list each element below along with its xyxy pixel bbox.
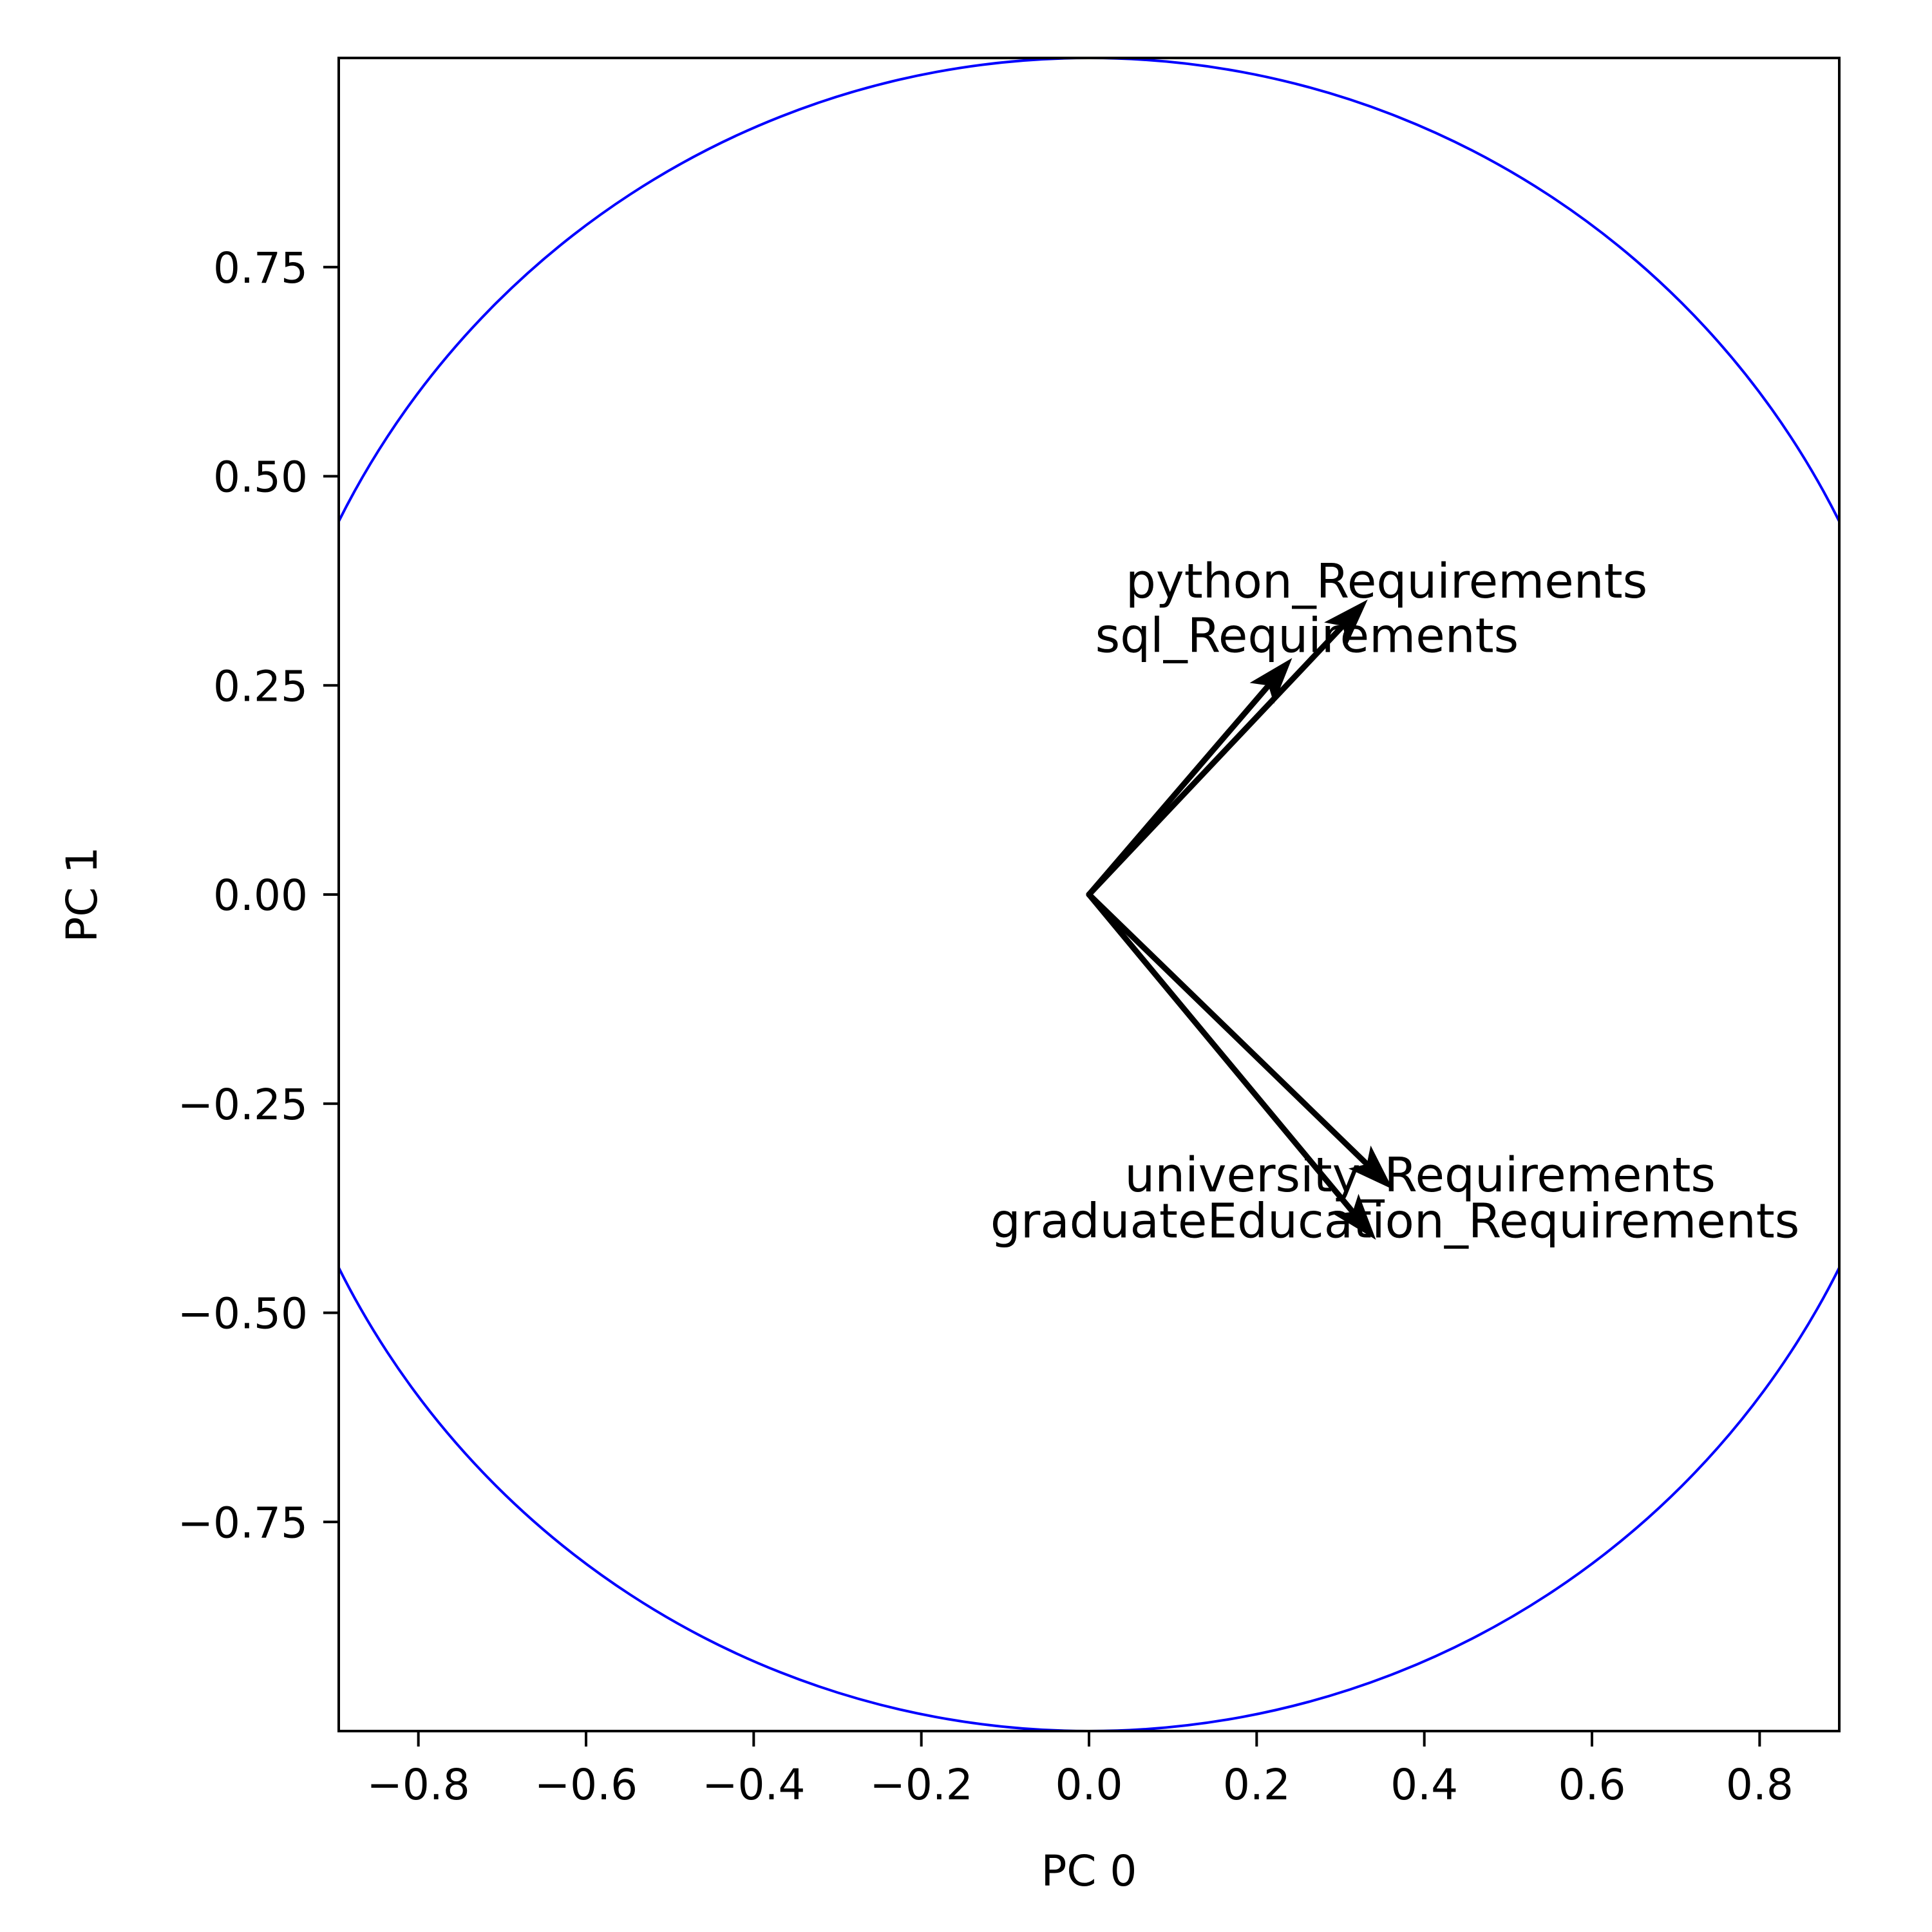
y-tick-label: −0.75 — [178, 1498, 308, 1548]
vector-arrowhead — [1249, 658, 1293, 704]
vector-labels: python_Requirementssql_Requirementsunive… — [990, 554, 1799, 1249]
y-tick-label: 0.75 — [213, 243, 308, 293]
vector-label: university_Requirements — [1124, 1148, 1715, 1203]
x-tick-label: 0.0 — [1056, 1760, 1123, 1810]
y-axis: 0.75 0.50 0.25 0.00 −0.25 −0.50 −0.75 — [178, 243, 339, 1548]
x-tick-label: −0.8 — [367, 1760, 470, 1810]
vector-label: sql_Requirements — [1095, 608, 1519, 663]
vector-shaft — [1086, 685, 1270, 898]
x-tick-label: −0.6 — [535, 1760, 638, 1810]
x-tick-label: 0.4 — [1390, 1760, 1458, 1810]
x-axis-label: PC 0 — [1041, 1846, 1137, 1896]
vector-arrowhead — [1334, 1193, 1376, 1240]
y-tick-label: −0.50 — [178, 1289, 308, 1339]
y-axis-label: PC 1 — [57, 847, 107, 943]
y-tick-label: 0.00 — [213, 871, 308, 920]
vector-label: graduateEducation_Requirements — [990, 1194, 1799, 1249]
vector-shaft — [1086, 891, 1354, 1213]
vector-shaft — [1086, 891, 1368, 1166]
vector-arrowhead — [1348, 1145, 1393, 1189]
vector-label: python_Requirements — [1126, 554, 1647, 609]
x-tick-label: 0.2 — [1223, 1760, 1291, 1810]
vector-arrowhead — [1324, 599, 1368, 645]
loading-vectors — [1086, 599, 1393, 1240]
x-tick-label: −0.4 — [702, 1760, 805, 1810]
x-axis: −0.8 −0.6 −0.4 −0.2 0.0 0.2 0.4 0.6 0.8 — [367, 1731, 1794, 1810]
y-tick-label: −0.25 — [178, 1080, 308, 1130]
x-tick-label: −0.2 — [870, 1760, 973, 1810]
x-tick-label: 0.6 — [1558, 1760, 1626, 1810]
y-tick-label: 0.50 — [213, 453, 308, 502]
y-tick-label: 0.25 — [213, 661, 308, 711]
x-tick-label: 0.8 — [1726, 1760, 1794, 1810]
